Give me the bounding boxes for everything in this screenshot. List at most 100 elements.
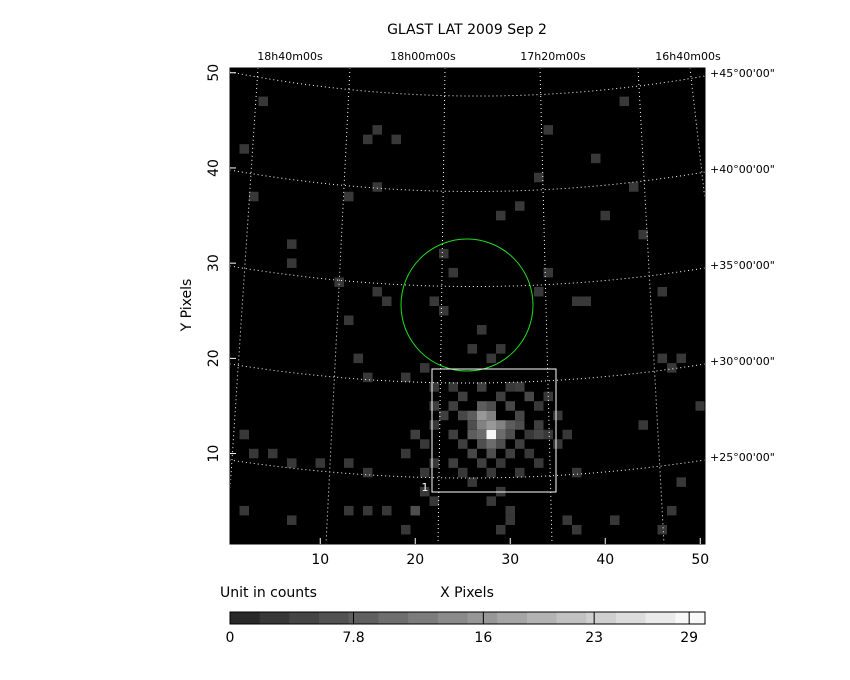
pixel xyxy=(439,410,449,421)
pixel xyxy=(458,391,468,402)
y-tick-label: 40 xyxy=(206,159,222,177)
pixel xyxy=(477,401,487,411)
pixel xyxy=(515,420,525,430)
pixel xyxy=(496,524,506,535)
x-tick-label: 20 xyxy=(406,552,424,568)
pixel xyxy=(448,429,458,440)
pixel xyxy=(287,258,297,268)
region-label: 1 xyxy=(422,481,429,494)
colorbar-swatch xyxy=(467,612,498,624)
pixel xyxy=(420,439,430,449)
colorbar-swatch xyxy=(675,612,706,624)
pixel xyxy=(496,429,506,440)
pixel xyxy=(239,505,249,516)
pixel xyxy=(619,96,629,107)
pixel xyxy=(505,429,515,440)
pixel xyxy=(467,344,477,354)
ra-label: 18h40m00s xyxy=(257,50,323,63)
colorbar-swatch xyxy=(408,612,439,624)
pixel xyxy=(534,172,544,183)
pixel xyxy=(553,410,563,421)
colorbar-swatch xyxy=(378,612,409,624)
pixel xyxy=(581,296,591,306)
pixel xyxy=(553,439,563,449)
sky-grid xyxy=(229,67,706,545)
pixel xyxy=(287,239,297,249)
pixel xyxy=(287,458,297,468)
colorbar-swatch xyxy=(289,612,320,624)
y-tick-label: 10 xyxy=(206,445,222,463)
ra-grid-line xyxy=(437,67,446,545)
pixel xyxy=(543,429,553,440)
pixel xyxy=(667,363,677,373)
colorbar-label: Unit in counts xyxy=(220,585,317,601)
pixel xyxy=(429,458,439,468)
pixel xyxy=(410,429,420,440)
dec-label: +25°00'00" xyxy=(710,451,775,464)
y-axis-label: Y Pixels xyxy=(179,279,195,333)
pixel xyxy=(239,144,249,154)
pixel xyxy=(420,467,430,478)
colorbar-swatch xyxy=(586,612,617,624)
pixel xyxy=(638,229,648,240)
colorbar-swatch xyxy=(437,612,468,624)
pixel xyxy=(524,391,534,402)
pixel xyxy=(353,353,363,364)
pixel xyxy=(448,458,458,468)
ra-label: 16h40m00s xyxy=(655,50,721,63)
pixel xyxy=(477,439,487,449)
source-region xyxy=(400,238,534,372)
pixel xyxy=(534,401,544,411)
pixel xyxy=(401,448,411,459)
pixel xyxy=(344,505,354,516)
pixel xyxy=(429,382,439,392)
pixel xyxy=(429,496,439,506)
pixel xyxy=(344,191,354,202)
pixel xyxy=(315,458,325,468)
pixel xyxy=(505,448,515,459)
pixel xyxy=(572,524,582,535)
colorbar-tick-label: 0 xyxy=(226,630,235,646)
pixel xyxy=(401,372,411,383)
pixel xyxy=(515,410,525,421)
pixel xyxy=(477,458,487,468)
pixel xyxy=(534,420,544,430)
colorbar-tick-label: 16 xyxy=(474,630,492,646)
pixel xyxy=(467,410,477,421)
colorbar-tick-label: 7.8 xyxy=(342,630,364,646)
pixel xyxy=(515,467,525,478)
pixel xyxy=(429,296,439,306)
y-tick-label: 50 xyxy=(206,64,222,82)
pixel xyxy=(657,286,667,297)
dec-label: +40°00'00" xyxy=(710,163,775,176)
pixel xyxy=(496,420,506,430)
pixel xyxy=(534,286,544,297)
colorbar-swatch xyxy=(230,612,261,624)
colorbar-swatch xyxy=(556,612,587,624)
colorbar: 0 7.8 16 23 29 xyxy=(226,611,706,646)
pixel xyxy=(249,448,259,459)
pixel xyxy=(543,267,553,278)
pixel xyxy=(610,515,620,525)
pixel xyxy=(477,382,487,392)
x-axis-label: X Pixels xyxy=(440,585,494,601)
pixel xyxy=(420,363,430,373)
ra-grid-line xyxy=(229,67,259,491)
pixel xyxy=(401,524,411,535)
pixel xyxy=(486,420,496,430)
pixel xyxy=(410,505,420,516)
pixel xyxy=(543,125,553,135)
pixel xyxy=(258,96,268,107)
pixel xyxy=(467,429,477,440)
pixel xyxy=(562,515,572,525)
pixel xyxy=(562,429,572,440)
pixel xyxy=(372,286,382,297)
pixel xyxy=(486,496,496,506)
pixel xyxy=(657,353,667,364)
dec-label: +30°00'00" xyxy=(710,355,775,368)
pixel xyxy=(382,296,392,306)
plot-frame xyxy=(229,67,706,545)
pixel xyxy=(591,153,601,164)
pixel xyxy=(477,420,487,430)
